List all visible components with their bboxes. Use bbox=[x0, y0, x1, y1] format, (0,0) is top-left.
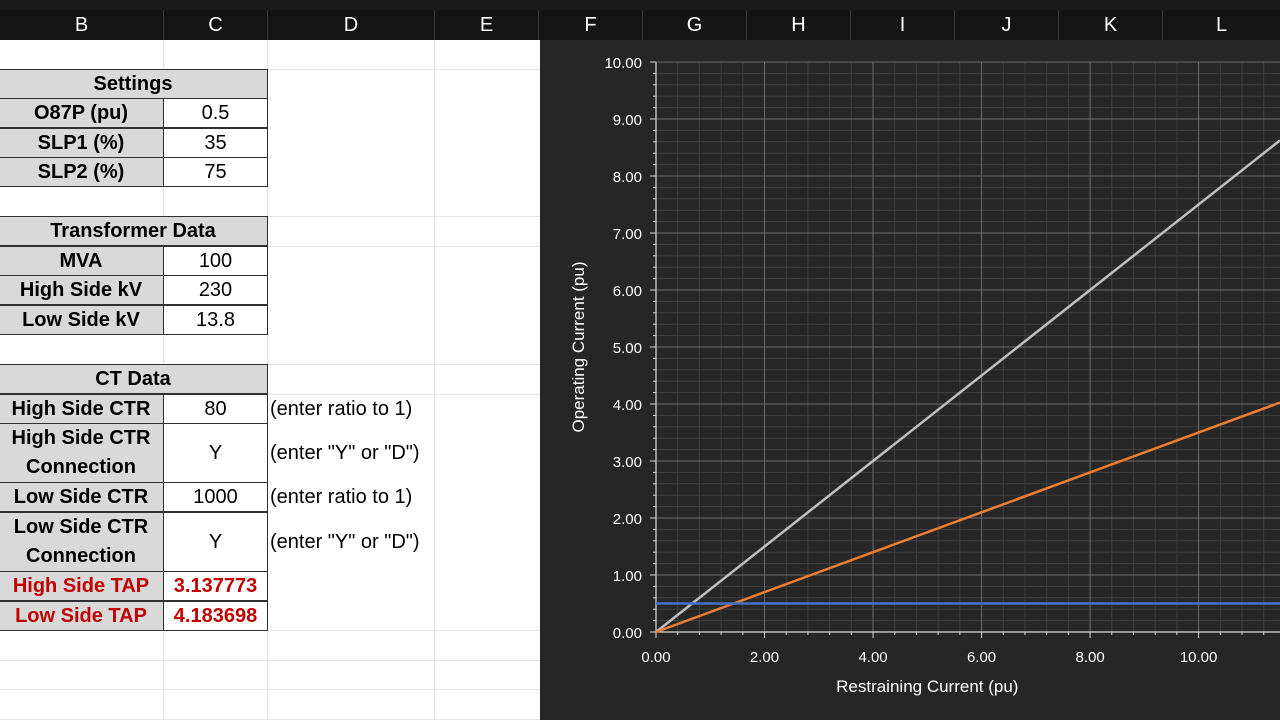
y-tick-label: 3.00 bbox=[613, 454, 642, 471]
high-side-ctr-value[interactable]: 80 bbox=[163, 394, 268, 424]
low-side-kv-label[interactable]: Low Side kV bbox=[0, 305, 164, 335]
high-side-kv-value[interactable]: 230 bbox=[163, 275, 268, 305]
x-tick-label: 4.00 bbox=[858, 649, 887, 666]
tick-labels: 0.00 1.00 2.00 3.00 4.00 5.00 6.00 7.00 8.00 9.00… bbox=[604, 55, 1217, 666]
o87p-label[interactable]: O87P (pu) bbox=[0, 98, 164, 128]
y-tick-label: 10.00 bbox=[604, 55, 642, 72]
column-header-e[interactable]: E bbox=[435, 10, 539, 40]
y-tick-label: 9.00 bbox=[613, 112, 642, 129]
y-tick-label: 5.00 bbox=[613, 340, 642, 357]
gridline bbox=[0, 630, 540, 631]
high-side-tap-value[interactable]: 3.137773 bbox=[163, 571, 268, 601]
gridline bbox=[0, 246, 540, 247]
gridline bbox=[0, 216, 540, 217]
column-header-h[interactable]: H bbox=[747, 10, 851, 40]
gridline bbox=[0, 689, 540, 690]
low-side-ctr-connection-value[interactable]: Y bbox=[163, 512, 268, 572]
x-tick-label: 0.00 bbox=[641, 649, 670, 666]
series-lines bbox=[655, 139, 1280, 634]
column-header-b[interactable]: B bbox=[0, 10, 164, 40]
label-line: High Side CTR bbox=[11, 427, 151, 449]
y-tick-label: 6.00 bbox=[613, 283, 642, 300]
high-side-ctr-connection-label[interactable]: High Side CTR Connection bbox=[0, 423, 164, 483]
high-side-ctr-note[interactable]: (enter ratio to 1) bbox=[270, 397, 413, 420]
x-tick-label: 8.00 bbox=[1075, 649, 1104, 666]
differential-characteristic-chart[interactable]: 0.00 1.00 2.00 3.00 4.00 5.00 6.00 7.00 8.00 9.00… bbox=[540, 40, 1280, 720]
label-line: Connection bbox=[26, 456, 136, 478]
column-header-d[interactable]: D bbox=[268, 10, 435, 40]
x-tick-label: 10.00 bbox=[1180, 649, 1218, 666]
low-side-ctr-note[interactable]: (enter ratio to 1) bbox=[270, 485, 413, 508]
y-tick-label: 1.00 bbox=[613, 568, 642, 585]
transformer-header[interactable]: Transformer Data bbox=[0, 216, 268, 246]
high-side-ctr-connection-note[interactable]: (enter "Y" or "D") bbox=[270, 441, 420, 464]
x-axis-label: Restraining Current (pu) bbox=[836, 677, 1018, 696]
gridline bbox=[0, 69, 540, 70]
column-header-g[interactable]: G bbox=[643, 10, 747, 40]
column-header-k[interactable]: K bbox=[1059, 10, 1163, 40]
column-header-j[interactable]: J bbox=[955, 10, 1059, 40]
high-side-kv-label[interactable]: High Side kV bbox=[0, 275, 164, 305]
column-header-l[interactable]: L bbox=[1215, 14, 1228, 36]
slp1-value[interactable]: 35 bbox=[163, 128, 268, 158]
gridline bbox=[0, 364, 540, 365]
low-side-ctr-connection-label[interactable]: Low Side CTR Connection bbox=[0, 512, 164, 572]
slp1-label[interactable]: SLP1 (%) bbox=[0, 128, 164, 158]
label-line: Connection bbox=[26, 545, 136, 567]
y-tick-label: 4.00 bbox=[613, 397, 642, 414]
y-axis-label: Operating Current (pu) bbox=[569, 261, 588, 432]
y-tick-label: 0.00 bbox=[613, 625, 642, 642]
o87p-value[interactable]: 0.5 bbox=[163, 98, 268, 128]
series-line-0 bbox=[655, 139, 1280, 633]
gridline bbox=[434, 40, 435, 720]
low-side-tap-value[interactable]: 4.183698 bbox=[163, 601, 268, 631]
slp2-value[interactable]: 75 bbox=[163, 157, 268, 187]
chart-svg: 0.00 1.00 2.00 3.00 4.00 5.00 6.00 7.00 8.00 9.00… bbox=[569, 55, 1280, 696]
label-line: Low Side CTR bbox=[13, 516, 149, 538]
low-side-tap-label[interactable]: Low Side TAP bbox=[0, 601, 164, 631]
spreadsheet-grid: Settings O87P (pu) 0.5 SLP1 (%) 35 SLP2 … bbox=[0, 40, 540, 720]
low-side-ctr-label[interactable]: Low Side CTR bbox=[0, 482, 164, 512]
low-side-ctr-connection-note[interactable]: (enter "Y" or "D") bbox=[270, 530, 420, 553]
series-line-1 bbox=[655, 401, 1280, 634]
slp2-label[interactable]: SLP2 (%) bbox=[0, 157, 164, 187]
y-tick-label: 7.00 bbox=[613, 226, 642, 243]
high-side-tap-label[interactable]: High Side TAP bbox=[0, 571, 164, 601]
low-side-kv-value[interactable]: 13.8 bbox=[163, 305, 268, 335]
x-tick-label: 2.00 bbox=[750, 649, 779, 666]
column-header-bar: B C D E F G H I J K L bbox=[0, 0, 1280, 40]
low-side-ctr-value[interactable]: 1000 bbox=[163, 482, 268, 512]
y-tick-label: 2.00 bbox=[613, 511, 642, 528]
x-tick-label: 6.00 bbox=[967, 649, 996, 666]
column-header-i[interactable]: I bbox=[851, 10, 955, 40]
gridline bbox=[0, 660, 540, 661]
ct-header[interactable]: CT Data bbox=[0, 364, 268, 394]
settings-header[interactable]: Settings bbox=[0, 69, 268, 99]
column-header-c[interactable]: C bbox=[164, 10, 268, 40]
mva-label[interactable]: MVA bbox=[0, 246, 164, 276]
major-grid bbox=[655, 61, 1280, 633]
y-tick-label: 8.00 bbox=[613, 169, 642, 186]
ribbon-edge bbox=[0, 0, 1280, 10]
column-header-f[interactable]: F bbox=[539, 10, 643, 40]
high-side-ctr-connection-value[interactable]: Y bbox=[163, 423, 268, 483]
gridline bbox=[0, 394, 540, 395]
mva-value[interactable]: 100 bbox=[163, 246, 268, 276]
high-side-ctr-label[interactable]: High Side CTR bbox=[0, 394, 164, 424]
axes bbox=[650, 61, 1280, 638]
